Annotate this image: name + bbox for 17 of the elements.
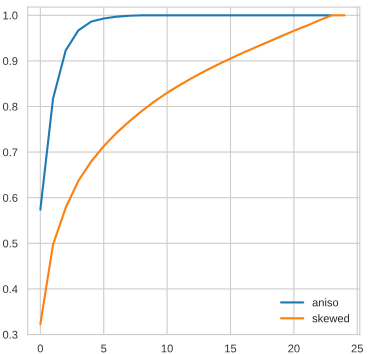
y-tick-label: 0.9 <box>2 57 18 66</box>
y-tick-label: 1.0 <box>3 12 18 20</box>
x-tick-label: 25 <box>352 344 363 352</box>
y-tick-label: 0.5 <box>2 240 18 248</box>
y-tick-label: 0.7 <box>2 148 18 156</box>
x-tick-label: 0 <box>38 344 44 352</box>
y-tick-label: 0.6 <box>2 194 18 202</box>
legend-label: skewed <box>312 314 350 322</box>
x-tick-label: 20 <box>288 344 300 352</box>
x-tick-label: 5 <box>101 344 106 352</box>
x-tick-label: 10 <box>162 344 173 352</box>
x-tick-label: 15 <box>225 344 236 352</box>
y-tick-label: 0.3 <box>2 330 18 339</box>
legend-label: aniso <box>312 298 338 306</box>
y-tick-label: 0.8 <box>2 102 18 111</box>
y-tick-label: 0.4 <box>2 285 18 294</box>
line-series <box>39 14 333 211</box>
